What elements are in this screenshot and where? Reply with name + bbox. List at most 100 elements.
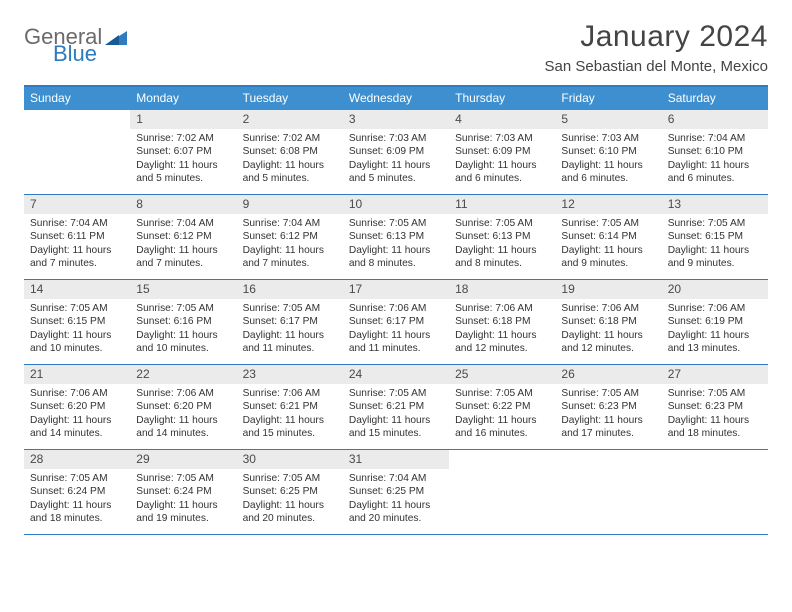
day-number: 3: [343, 110, 449, 129]
week-row: 21Sunrise: 7:06 AMSunset: 6:20 PMDayligh…: [24, 364, 768, 449]
day-number: 26: [555, 365, 661, 384]
day-cell: .: [662, 450, 768, 534]
day-cell: 12Sunrise: 7:05 AMSunset: 6:14 PMDayligh…: [555, 195, 661, 279]
day-cell: 26Sunrise: 7:05 AMSunset: 6:23 PMDayligh…: [555, 365, 661, 449]
day-details: Sunrise: 7:05 AMSunset: 6:15 PMDaylight:…: [24, 299, 130, 362]
weekday-thu: Thursday: [449, 87, 555, 110]
day-number: 11: [449, 195, 555, 214]
day-details: Sunrise: 7:05 AMSunset: 6:24 PMDaylight:…: [130, 469, 236, 532]
day-number: 22: [130, 365, 236, 384]
day-number: 25: [449, 365, 555, 384]
day-details: Sunrise: 7:03 AMSunset: 6:10 PMDaylight:…: [555, 129, 661, 192]
day-number: 12: [555, 195, 661, 214]
day-cell: 14Sunrise: 7:05 AMSunset: 6:15 PMDayligh…: [24, 280, 130, 364]
day-details: Sunrise: 7:04 AMSunset: 6:12 PMDaylight:…: [237, 214, 343, 277]
day-cell: 9Sunrise: 7:04 AMSunset: 6:12 PMDaylight…: [237, 195, 343, 279]
day-cell: 27Sunrise: 7:05 AMSunset: 6:23 PMDayligh…: [662, 365, 768, 449]
day-cell: 7Sunrise: 7:04 AMSunset: 6:11 PMDaylight…: [24, 195, 130, 279]
day-cell: 1Sunrise: 7:02 AMSunset: 6:07 PMDaylight…: [130, 110, 236, 194]
day-details: Sunrise: 7:05 AMSunset: 6:13 PMDaylight:…: [343, 214, 449, 277]
day-cell: 28Sunrise: 7:05 AMSunset: 6:24 PMDayligh…: [24, 450, 130, 534]
day-details: Sunrise: 7:06 AMSunset: 6:19 PMDaylight:…: [662, 299, 768, 362]
day-details: Sunrise: 7:05 AMSunset: 6:13 PMDaylight:…: [449, 214, 555, 277]
day-details: Sunrise: 7:05 AMSunset: 6:17 PMDaylight:…: [237, 299, 343, 362]
day-details: Sunrise: 7:05 AMSunset: 6:22 PMDaylight:…: [449, 384, 555, 447]
day-number: 9: [237, 195, 343, 214]
weekday-sun: Sunday: [24, 87, 130, 110]
day-cell: 24Sunrise: 7:05 AMSunset: 6:21 PMDayligh…: [343, 365, 449, 449]
week-row: 7Sunrise: 7:04 AMSunset: 6:11 PMDaylight…: [24, 194, 768, 279]
day-details: Sunrise: 7:04 AMSunset: 6:11 PMDaylight:…: [24, 214, 130, 277]
brand-part2: Blue: [53, 41, 97, 66]
day-details: Sunrise: 7:05 AMSunset: 6:16 PMDaylight:…: [130, 299, 236, 362]
day-details: Sunrise: 7:06 AMSunset: 6:20 PMDaylight:…: [130, 384, 236, 447]
day-cell: 25Sunrise: 7:05 AMSunset: 6:22 PMDayligh…: [449, 365, 555, 449]
day-cell: 31Sunrise: 7:04 AMSunset: 6:25 PMDayligh…: [343, 450, 449, 534]
header: General January 2024 San Sebastian del M…: [24, 20, 768, 75]
day-cell: 29Sunrise: 7:05 AMSunset: 6:24 PMDayligh…: [130, 450, 236, 534]
day-number: 18: [449, 280, 555, 299]
day-details: Sunrise: 7:02 AMSunset: 6:08 PMDaylight:…: [237, 129, 343, 192]
day-number: 7: [24, 195, 130, 214]
day-details: Sunrise: 7:04 AMSunset: 6:25 PMDaylight:…: [343, 469, 449, 532]
weekday-tue: Tuesday: [237, 87, 343, 110]
day-details: Sunrise: 7:05 AMSunset: 6:25 PMDaylight:…: [237, 469, 343, 532]
day-details: Sunrise: 7:06 AMSunset: 6:17 PMDaylight:…: [343, 299, 449, 362]
day-details: Sunrise: 7:06 AMSunset: 6:21 PMDaylight:…: [237, 384, 343, 447]
day-number: 15: [130, 280, 236, 299]
day-cell: 20Sunrise: 7:06 AMSunset: 6:19 PMDayligh…: [662, 280, 768, 364]
day-cell: 30Sunrise: 7:05 AMSunset: 6:25 PMDayligh…: [237, 450, 343, 534]
day-number: 10: [343, 195, 449, 214]
week-row: 14Sunrise: 7:05 AMSunset: 6:15 PMDayligh…: [24, 279, 768, 364]
day-details: Sunrise: 7:05 AMSunset: 6:23 PMDaylight:…: [555, 384, 661, 447]
day-number: 29: [130, 450, 236, 469]
weekday-sat: Saturday: [662, 87, 768, 110]
day-details: Sunrise: 7:06 AMSunset: 6:18 PMDaylight:…: [555, 299, 661, 362]
day-details: Sunrise: 7:05 AMSunset: 6:14 PMDaylight:…: [555, 214, 661, 277]
day-number: 20: [662, 280, 768, 299]
day-details: Sunrise: 7:04 AMSunset: 6:10 PMDaylight:…: [662, 129, 768, 192]
day-number: 19: [555, 280, 661, 299]
day-cell: 16Sunrise: 7:05 AMSunset: 6:17 PMDayligh…: [237, 280, 343, 364]
day-details: Sunrise: 7:05 AMSunset: 6:23 PMDaylight:…: [662, 384, 768, 447]
day-number: 24: [343, 365, 449, 384]
day-number: 16: [237, 280, 343, 299]
day-cell: 21Sunrise: 7:06 AMSunset: 6:20 PMDayligh…: [24, 365, 130, 449]
day-details: Sunrise: 7:06 AMSunset: 6:20 PMDaylight:…: [24, 384, 130, 447]
day-cell: 10Sunrise: 7:05 AMSunset: 6:13 PMDayligh…: [343, 195, 449, 279]
day-cell: 3Sunrise: 7:03 AMSunset: 6:09 PMDaylight…: [343, 110, 449, 194]
day-details: Sunrise: 7:02 AMSunset: 6:07 PMDaylight:…: [130, 129, 236, 192]
day-number: 14: [24, 280, 130, 299]
day-number: 30: [237, 450, 343, 469]
day-cell: 2Sunrise: 7:02 AMSunset: 6:08 PMDaylight…: [237, 110, 343, 194]
day-number: 31: [343, 450, 449, 469]
brand-part2-wrap: Blue: [53, 41, 97, 67]
day-details: Sunrise: 7:05 AMSunset: 6:24 PMDaylight:…: [24, 469, 130, 532]
day-cell: 8Sunrise: 7:04 AMSunset: 6:12 PMDaylight…: [130, 195, 236, 279]
month-title: January 2024: [545, 20, 768, 54]
day-number: 1: [130, 110, 236, 129]
week-row: 28Sunrise: 7:05 AMSunset: 6:24 PMDayligh…: [24, 449, 768, 534]
weeks-container: .1Sunrise: 7:02 AMSunset: 6:07 PMDayligh…: [24, 110, 768, 534]
day-cell: .: [24, 110, 130, 194]
day-number: 13: [662, 195, 768, 214]
day-cell: .: [555, 450, 661, 534]
day-number: 17: [343, 280, 449, 299]
day-cell: 22Sunrise: 7:06 AMSunset: 6:20 PMDayligh…: [130, 365, 236, 449]
day-cell: 4Sunrise: 7:03 AMSunset: 6:09 PMDaylight…: [449, 110, 555, 194]
day-details: Sunrise: 7:05 AMSunset: 6:21 PMDaylight:…: [343, 384, 449, 447]
title-block: January 2024 San Sebastian del Monte, Me…: [545, 20, 768, 75]
weekday-fri: Friday: [555, 87, 661, 110]
day-number: 2: [237, 110, 343, 129]
day-cell: 11Sunrise: 7:05 AMSunset: 6:13 PMDayligh…: [449, 195, 555, 279]
day-cell: 23Sunrise: 7:06 AMSunset: 6:21 PMDayligh…: [237, 365, 343, 449]
week-row: .1Sunrise: 7:02 AMSunset: 6:07 PMDayligh…: [24, 110, 768, 194]
day-cell: 6Sunrise: 7:04 AMSunset: 6:10 PMDaylight…: [662, 110, 768, 194]
day-cell: 19Sunrise: 7:06 AMSunset: 6:18 PMDayligh…: [555, 280, 661, 364]
day-number: 4: [449, 110, 555, 129]
weekday-header: Sunday Monday Tuesday Wednesday Thursday…: [24, 87, 768, 110]
day-number: 27: [662, 365, 768, 384]
day-details: Sunrise: 7:03 AMSunset: 6:09 PMDaylight:…: [343, 129, 449, 192]
brand-triangle-icon: [105, 29, 127, 45]
weekday-mon: Monday: [130, 87, 236, 110]
